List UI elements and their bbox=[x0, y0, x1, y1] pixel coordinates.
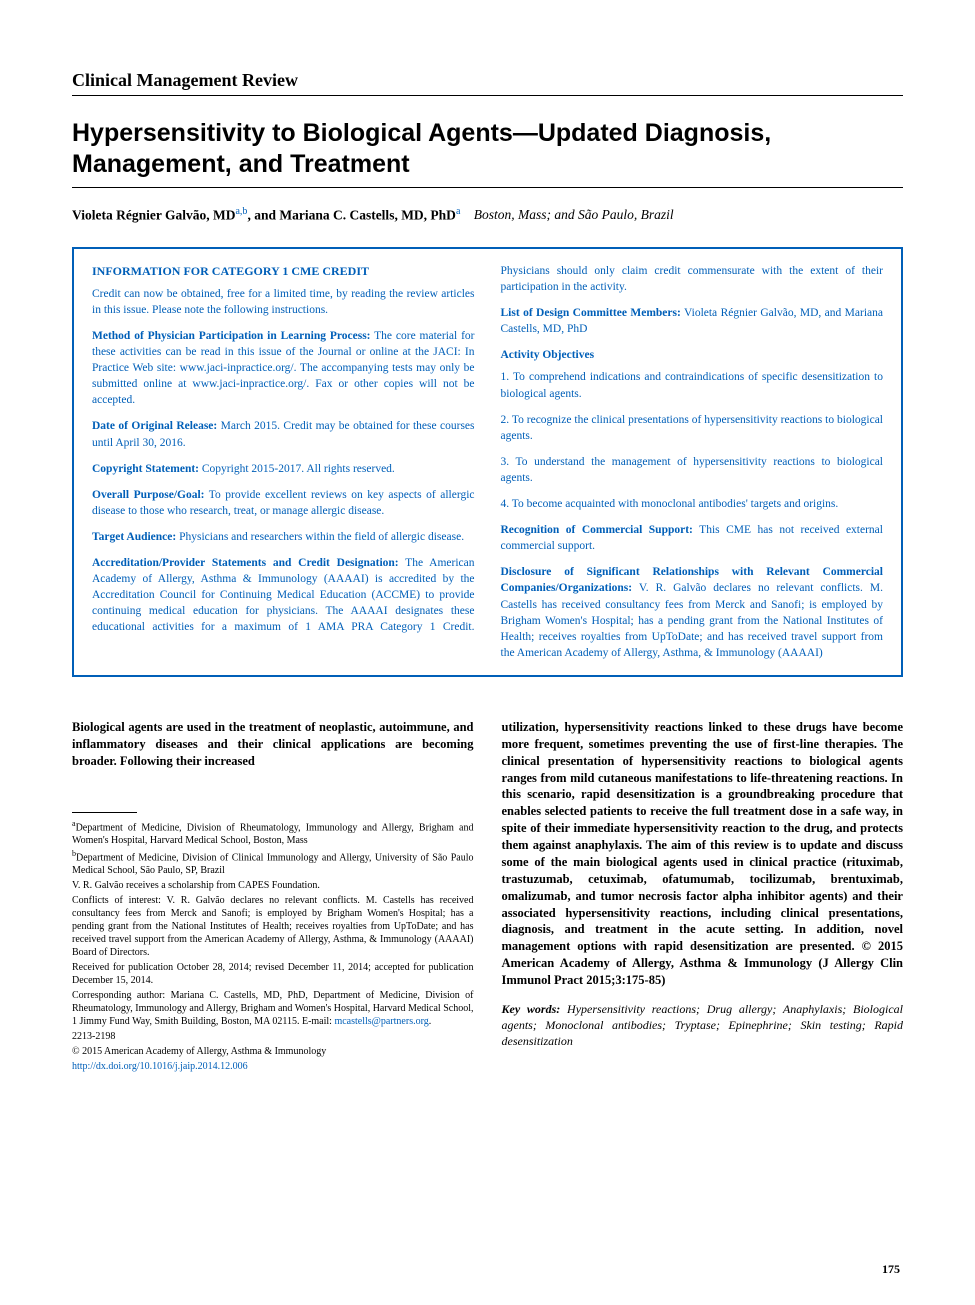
cme-objective-2: 2. To recognize the clinical presentatio… bbox=[501, 412, 884, 444]
keywords-text: Hypersensitivity reactions; Drug allergy… bbox=[502, 1002, 904, 1048]
affil-mark-1: a,b bbox=[235, 206, 247, 217]
footnote-corresponding: Corresponding author: Mariana C. Castell… bbox=[72, 989, 474, 1028]
page-number: 175 bbox=[882, 1262, 900, 1277]
cme-intro: Credit can now be obtained, free for a l… bbox=[92, 286, 475, 318]
cme-copyright: Copyright Statement: Copyright 2015-2017… bbox=[92, 461, 475, 477]
author-locations: Boston, Mass; and São Paulo, Brazil bbox=[474, 207, 674, 222]
cme-credit-box: INFORMATION FOR CATEGORY 1 CME CREDIT Cr… bbox=[72, 247, 903, 677]
footnote-copyright: © 2015 American Academy of Allergy, Asth… bbox=[72, 1045, 474, 1058]
cme-date: Date of Original Release: March 2015. Cr… bbox=[92, 418, 475, 450]
footnote-conflicts: Conflicts of interest: V. R. Galvão decl… bbox=[72, 894, 474, 959]
left-column: Biological agents are used in the treatm… bbox=[72, 719, 474, 1075]
cme-accred-label: Accreditation/Provider Statements and Cr… bbox=[92, 557, 399, 569]
abstract-left: Biological agents are used in the treatm… bbox=[72, 719, 474, 770]
cme-date-label: Date of Original Release: bbox=[92, 420, 217, 432]
cme-disclosure: Disclosure of Significant Relationships … bbox=[501, 564, 884, 661]
footnote-scholarship: V. R. Galvão receives a scholarship from… bbox=[72, 879, 474, 892]
cme-method: Method of Physician Participation in Lea… bbox=[92, 328, 475, 408]
footnote-a: aDepartment of Medicine, Division of Rhe… bbox=[72, 819, 474, 847]
cme-copyright-label: Copyright Statement: bbox=[92, 463, 199, 475]
author-1: Violeta Régnier Galvão, MD bbox=[72, 207, 235, 222]
cme-purpose-label: Overall Purpose/Goal: bbox=[92, 489, 204, 501]
author-2: , and Mariana C. Castells, MD, PhD bbox=[247, 207, 456, 222]
cme-copyright-text: Copyright 2015-2017. All rights reserved… bbox=[199, 463, 395, 475]
affil-mark-2: a bbox=[456, 206, 460, 217]
cme-audience-text: Physicians and researchers within the fi… bbox=[176, 531, 464, 543]
cme-audience-label: Target Audience: bbox=[92, 531, 176, 543]
cme-committee: List of Design Committee Members: Violet… bbox=[501, 305, 884, 337]
footnote-doi[interactable]: http://dx.doi.org/10.1016/j.jaip.2014.12… bbox=[72, 1060, 474, 1073]
footnote-b: bDepartment of Medicine, Division of Cli… bbox=[72, 849, 474, 877]
article-title: Hypersensitivity to Biological Agents—Up… bbox=[72, 118, 903, 181]
right-column: utilization, hypersensitivity reactions … bbox=[502, 719, 904, 1075]
cme-audience: Target Audience: Physicians and research… bbox=[92, 529, 475, 545]
cme-method-label: Method of Physician Participation in Lea… bbox=[92, 330, 371, 342]
cme-title: INFORMATION FOR CATEGORY 1 CME CREDIT bbox=[92, 263, 475, 280]
authors-line: Violeta Régnier Galvão, MDa,b, and Maria… bbox=[72, 206, 903, 224]
footnote-issn: 2213-2198 bbox=[72, 1030, 474, 1043]
corresponding-email-link[interactable]: mcastells@partners.org bbox=[334, 1016, 428, 1027]
cme-support: Recognition of Commercial Support: This … bbox=[501, 522, 884, 554]
cme-support-label: Recognition of Commercial Support: bbox=[501, 524, 693, 536]
cme-purpose: Overall Purpose/Goal: To provide excelle… bbox=[92, 487, 475, 519]
title-rule bbox=[72, 187, 903, 188]
abstract-right: utilization, hypersensitivity reactions … bbox=[502, 719, 904, 989]
cme-objectives-title: Activity Objectives bbox=[501, 347, 884, 363]
cme-objective-4: 4. To become acquainted with monoclonal … bbox=[501, 496, 884, 512]
cme-objective-3: 3. To understand the management of hyper… bbox=[501, 454, 884, 486]
cme-committee-label: List of Design Committee Members: bbox=[501, 307, 681, 319]
footnote-received: Received for publication October 28, 201… bbox=[72, 961, 474, 987]
cme-objective-1: 1. To comprehend indications and contrai… bbox=[501, 369, 884, 401]
section-label: Clinical Management Review bbox=[72, 70, 903, 96]
keywords-label: Key words: bbox=[502, 1002, 561, 1016]
lower-columns: Biological agents are used in the treatm… bbox=[72, 719, 903, 1075]
footnotes: aDepartment of Medicine, Division of Rhe… bbox=[72, 819, 474, 1074]
keywords: Key words: Hypersensitivity reactions; D… bbox=[502, 1001, 904, 1050]
footnotes-separator bbox=[72, 812, 137, 813]
